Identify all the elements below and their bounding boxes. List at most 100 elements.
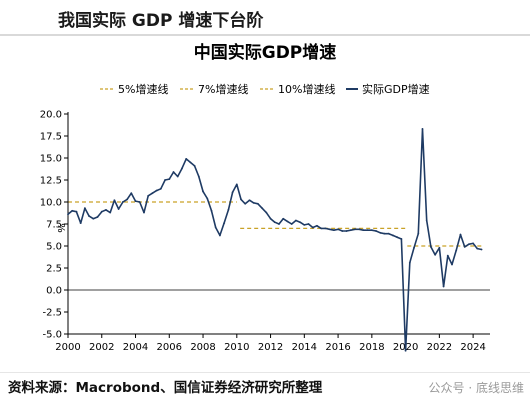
data-point — [197, 175, 200, 178]
legend-label: 5%增速线 — [118, 82, 168, 96]
data-point — [176, 175, 179, 178]
data-point — [227, 209, 230, 211]
data-point — [244, 202, 247, 205]
legend-label: 10%增速线 — [278, 82, 335, 96]
data-point — [67, 213, 69, 216]
data-point — [92, 217, 95, 220]
data-point — [379, 231, 382, 234]
x-tick-label: 2014 — [292, 342, 317, 353]
data-point — [159, 187, 162, 190]
x-tick-label: 2016 — [325, 342, 350, 353]
data-point — [88, 215, 90, 217]
x-tick-label: 2000 — [55, 342, 80, 353]
data-point — [307, 223, 310, 225]
data-point — [451, 263, 453, 266]
data-point — [257, 202, 259, 205]
data-point — [324, 227, 327, 230]
data-point — [328, 228, 331, 231]
data-point — [362, 229, 365, 232]
chart-legend: 5%增速线 7%增速线 10%增速线 实际GDP增速 — [100, 82, 430, 96]
data-point — [400, 238, 403, 240]
data-point — [164, 179, 166, 181]
y-tick-label: 7.5 — [46, 220, 62, 231]
x-tick-label: 2006 — [157, 342, 182, 353]
data-point — [134, 200, 137, 203]
data-point — [383, 232, 386, 235]
x-tick-label: 2004 — [123, 342, 148, 353]
data-point — [434, 253, 437, 256]
data-point — [273, 221, 276, 224]
data-point — [303, 223, 306, 226]
data-point — [202, 190, 204, 193]
data-point — [455, 249, 458, 252]
data-point — [252, 201, 255, 204]
data-point — [468, 243, 470, 246]
data-point — [332, 229, 335, 232]
y-tick-label: 17.5 — [40, 132, 62, 143]
data-point — [430, 245, 432, 248]
x-tick-label: 2008 — [190, 342, 215, 353]
data-point — [446, 254, 449, 257]
data-point — [109, 211, 112, 214]
footer-divider — [0, 372, 530, 373]
legend-label: 实际GDP增速 — [362, 82, 430, 96]
watermark: 公众号 · 底线思维 — [428, 381, 524, 395]
data-point — [126, 198, 128, 201]
data-point — [113, 199, 116, 202]
data-point — [265, 211, 268, 214]
y-tick-label: 2.5 — [46, 264, 62, 275]
data-point — [278, 223, 280, 225]
source-note: 资料来源：Macrobond、国信证券经济研究所整理 — [8, 380, 323, 396]
data-point — [442, 285, 445, 288]
series-line-gdp — [67, 128, 482, 352]
data-point — [71, 209, 74, 212]
data-point — [404, 349, 407, 352]
x-tick-label: 2010 — [224, 342, 249, 353]
data-point — [294, 219, 297, 222]
data-point — [387, 232, 390, 235]
data-point — [476, 247, 479, 250]
data-point — [459, 233, 462, 236]
data-point — [413, 246, 415, 249]
chart-title: 中国实际GDP增速 — [193, 43, 337, 63]
y-tick-label: 5.0 — [46, 242, 62, 253]
data-point — [345, 230, 348, 232]
data-point — [130, 192, 133, 195]
data-point — [172, 171, 175, 173]
data-point — [396, 236, 399, 239]
data-point — [286, 220, 289, 223]
data-point — [206, 197, 209, 200]
data-point — [311, 226, 314, 229]
data-point — [100, 210, 103, 213]
data-point — [138, 201, 141, 203]
data-point — [354, 228, 356, 231]
data-point — [185, 157, 188, 160]
data-point — [438, 246, 441, 249]
data-point — [121, 201, 124, 203]
data-point — [168, 178, 171, 181]
data-point — [105, 209, 107, 211]
data-point — [117, 208, 120, 210]
series-group — [67, 128, 483, 352]
data-point — [193, 165, 196, 167]
data-point — [282, 217, 285, 220]
x-tick-label: 2024 — [460, 342, 485, 353]
data-point — [417, 232, 420, 235]
y-axis-label: % — [55, 223, 66, 233]
x-tick-label: 2002 — [89, 342, 114, 353]
x-tick-label: 2022 — [427, 342, 452, 353]
data-point — [240, 198, 242, 201]
data-point — [214, 226, 217, 229]
data-point — [261, 207, 264, 210]
data-point — [463, 245, 466, 248]
x-tick-label: 2018 — [359, 342, 384, 353]
data-point — [408, 261, 411, 264]
data-point — [147, 194, 150, 197]
data-point — [219, 234, 221, 237]
data-point — [151, 192, 154, 195]
header-divider — [0, 34, 530, 36]
data-point — [248, 199, 251, 202]
data-point — [155, 189, 158, 192]
y-tick-label: 12.5 — [40, 176, 62, 187]
data-point — [299, 221, 301, 224]
